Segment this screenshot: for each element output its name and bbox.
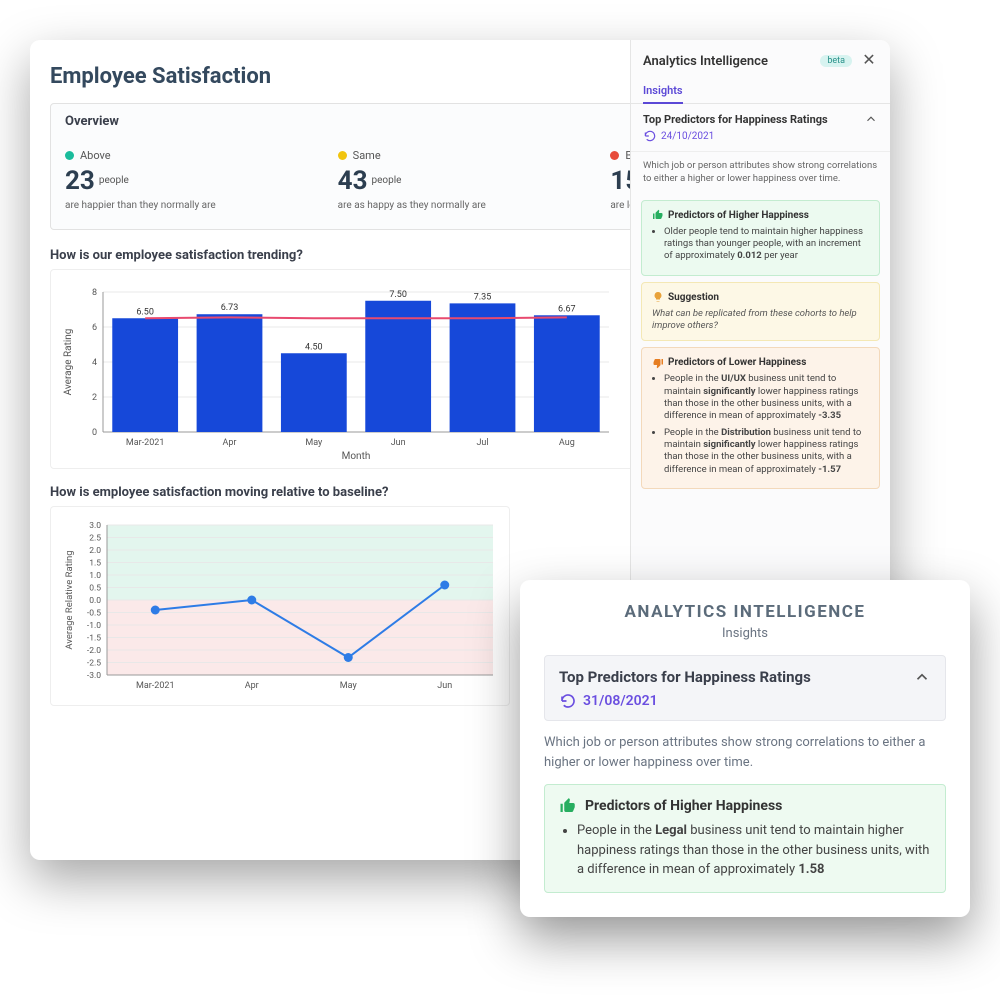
svg-text:4.50: 4.50	[305, 342, 323, 352]
lower-happiness-card: Predictors of Lower Happiness People in …	[641, 347, 880, 489]
predictor-desc: Which job or person attributes show stro…	[631, 152, 890, 194]
svg-text:-2.5: -2.5	[87, 659, 101, 669]
stat-label: Above	[80, 149, 111, 162]
overlay-sub: Insights	[544, 626, 946, 641]
svg-text:7.35: 7.35	[474, 292, 492, 302]
side-tabs: Insights	[631, 80, 890, 104]
chart2-svg: -3.0 -2.5 -2.0 -1.5 -1.0 -0.5 0.0 0.5 1.0 1.5 2.0 2…	[59, 515, 503, 699]
overlay-desc: Which job or person attributes show stro…	[544, 733, 946, 772]
chart2-box: -3.0 -2.5 -2.0 -1.5 -1.0 -0.5 0.0 0.5 1.0 1.5 2.0 2…	[50, 506, 510, 706]
close-icon[interactable]: ✕	[860, 52, 878, 70]
svg-text:Mar-2021: Mar-2021	[126, 438, 165, 448]
predictor-block-title: Top Predictors for Happiness Ratings	[643, 113, 828, 126]
list-item: People in the Legal business unit tend t…	[577, 821, 931, 880]
svg-text:6.50: 6.50	[136, 307, 154, 317]
predictor-block-header[interactable]: Top Predictors for Happiness Ratings 24/…	[631, 104, 890, 152]
lower-card-title: Predictors of Lower Happiness	[668, 356, 806, 369]
predictor-date: 24/10/2021	[661, 131, 714, 142]
bulb-icon	[652, 291, 664, 303]
svg-text:-1.5: -1.5	[87, 634, 101, 644]
refresh-icon[interactable]	[643, 129, 657, 143]
chevron-up-icon	[913, 668, 931, 686]
svg-text:-1.0: -1.0	[87, 621, 101, 631]
svg-text:Aug: Aug	[559, 438, 575, 448]
overlay-block-title: Top Predictors for Happiness Ratings	[559, 668, 811, 686]
chevron-up-icon	[864, 112, 878, 126]
chart1-svg: 0 2 4 6 8 6.50 Mar-2021 6.73 Apr 4.50 May 7.50 Jun 7.…	[59, 278, 619, 462]
svg-text:6.67: 6.67	[558, 304, 576, 314]
thumbs-up-icon	[652, 209, 664, 221]
overlay-higher-title: Predictors of Higher Happiness	[585, 798, 782, 814]
tab-insights[interactable]: Insights	[643, 84, 683, 104]
svg-text:0: 0	[92, 428, 97, 438]
svg-text:3.0: 3.0	[89, 521, 101, 531]
svg-text:2.5: 2.5	[89, 534, 101, 544]
overlay-block-header[interactable]: Top Predictors for Happiness Ratings 31/…	[544, 655, 946, 721]
svg-text:2: 2	[92, 393, 97, 403]
stat-unit: people	[99, 175, 129, 186]
status-dot-icon	[65, 151, 74, 160]
status-dot-icon	[610, 151, 619, 160]
svg-text:-0.5: -0.5	[87, 609, 101, 619]
svg-text:4: 4	[92, 358, 97, 368]
stat-desc: are happier than they normally are	[65, 200, 310, 211]
list-item: Older people tend to maintain higher hap…	[664, 226, 869, 263]
svg-text:7.50: 7.50	[389, 290, 407, 300]
list-item: People in the UI/UX business unit tend t…	[664, 373, 869, 422]
svg-text:May: May	[305, 438, 323, 448]
svg-text:0.5: 0.5	[89, 584, 101, 594]
svg-text:Average Relative Rating: Average Relative Rating	[64, 550, 75, 649]
stat-value: 43	[338, 166, 368, 196]
svg-text:Jun: Jun	[391, 438, 406, 448]
stat-item: Above 23 people are happier than they nor…	[65, 149, 310, 211]
svg-text:6.73: 6.73	[221, 303, 239, 313]
thumbs-up-icon	[559, 797, 577, 815]
suggestion-text: What can be replicated from these cohort…	[652, 308, 869, 333]
svg-text:Apr: Apr	[223, 438, 237, 448]
overlay-higher-card: Predictors of Higher Happiness People in…	[544, 784, 946, 893]
higher-card-title: Predictors of Higher Happiness	[668, 209, 809, 222]
stat-item: Same 43 people are as happy as they norma…	[338, 149, 583, 211]
svg-text:0.0: 0.0	[89, 596, 101, 606]
suggestion-title: Suggestion	[668, 291, 719, 304]
svg-text:May: May	[340, 681, 358, 691]
suggestion-card: Suggestion What can be replicated from t…	[641, 282, 880, 342]
svg-text:Jun: Jun	[437, 681, 452, 691]
stat-value: 23	[65, 166, 95, 196]
svg-text:1.5: 1.5	[89, 559, 101, 569]
svg-text:-2.0: -2.0	[87, 646, 101, 656]
analytics-overlay-card: ANALYTICS INTELLIGENCE Insights Top Pred…	[520, 580, 970, 917]
svg-text:-3.0: -3.0	[87, 671, 101, 681]
overlay-date: 31/08/2021	[583, 693, 658, 709]
refresh-icon[interactable]	[559, 692, 577, 710]
side-panel-title: Analytics Intelligence	[643, 54, 812, 69]
beta-badge: beta	[820, 55, 852, 67]
stat-label: Same	[353, 149, 381, 162]
list-item: People in the Distribution business unit…	[664, 427, 869, 476]
stat-desc: are as happy as they normally are	[338, 200, 583, 211]
svg-text:2.0: 2.0	[89, 546, 101, 556]
svg-text:Jul: Jul	[476, 438, 488, 448]
svg-text:8: 8	[92, 288, 97, 298]
overlay-title: ANALYTICS INTELLIGENCE	[544, 602, 946, 622]
status-dot-icon	[338, 151, 347, 160]
svg-text:Average Rating: Average Rating	[63, 329, 74, 396]
svg-text:Month: Month	[342, 451, 371, 462]
svg-text:1.0: 1.0	[89, 571, 101, 581]
svg-text:6: 6	[92, 323, 97, 333]
svg-text:Mar-2021: Mar-2021	[136, 681, 175, 691]
higher-happiness-card: Predictors of Higher Happiness Older peo…	[641, 200, 880, 276]
svg-text:Apr: Apr	[245, 681, 259, 691]
stat-unit: people	[372, 175, 402, 186]
thumbs-down-icon	[652, 357, 664, 369]
